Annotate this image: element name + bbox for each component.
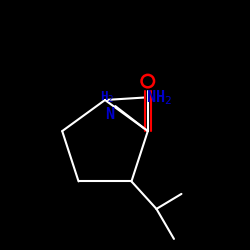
Text: NH$_2$: NH$_2$ [146,88,172,107]
Text: N: N [105,107,114,122]
Text: H$_2$: H$_2$ [100,90,114,105]
